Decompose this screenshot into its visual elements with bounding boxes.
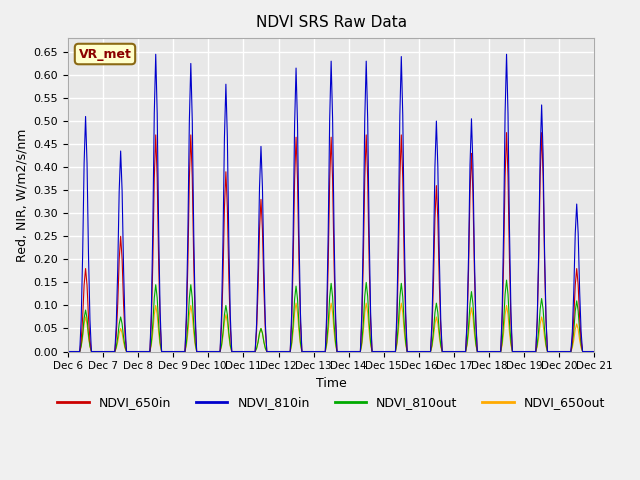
Legend: NDVI_650in, NDVI_810in, NDVI_810out, NDVI_650out: NDVI_650in, NDVI_810in, NDVI_810out, NDV… <box>52 391 610 414</box>
Y-axis label: Red, NIR, W/m2/s/nm: Red, NIR, W/m2/s/nm <box>15 128 28 262</box>
Text: VR_met: VR_met <box>79 48 131 60</box>
X-axis label: Time: Time <box>316 377 346 390</box>
Title: NDVI SRS Raw Data: NDVI SRS Raw Data <box>255 15 406 30</box>
